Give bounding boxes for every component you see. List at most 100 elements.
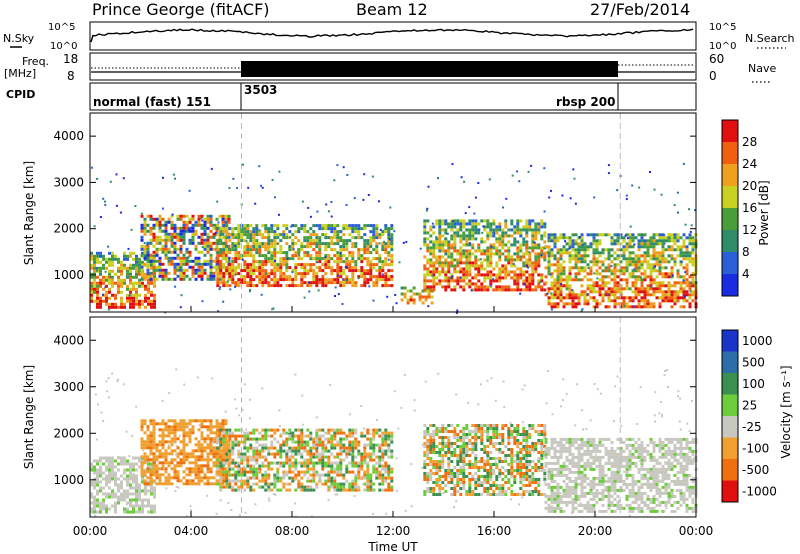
power-echo-cell xyxy=(147,281,150,285)
velocity-echo-cell xyxy=(96,477,99,481)
velocity-echo-cell xyxy=(258,467,262,471)
velocity-echo-cell xyxy=(221,443,225,447)
power-echo-cell xyxy=(96,299,99,303)
power-echo-cell xyxy=(366,269,370,273)
power-echo-cell xyxy=(501,231,505,235)
velocity-echo-cell xyxy=(197,470,201,474)
power-echo-cell xyxy=(691,263,695,267)
power-speckle xyxy=(437,177,439,180)
power-echo-cell xyxy=(456,234,460,238)
velocity-echo-cell xyxy=(381,476,385,480)
velocity-echo-cell xyxy=(176,437,180,441)
power-echo-cell xyxy=(237,281,241,285)
velocity-echo-cell xyxy=(333,479,337,483)
power-echo-cell xyxy=(489,246,493,250)
power-echo-cell xyxy=(366,245,370,249)
power-echo-cell xyxy=(378,275,382,279)
power-echo-cell xyxy=(531,264,535,268)
velocity-echo-cell xyxy=(267,428,271,432)
power-echo-cell xyxy=(200,232,204,236)
velocity-echo-cell xyxy=(191,467,195,471)
velocity-echo-cell xyxy=(351,440,355,444)
power-echo-cell xyxy=(595,302,599,306)
power-echo-cell xyxy=(673,233,677,237)
velocity-echo-cell xyxy=(255,455,259,459)
power-echo-cell xyxy=(258,245,262,249)
power-echo-cell xyxy=(574,305,578,309)
power-echo-cell xyxy=(237,266,241,270)
power-echo-cell xyxy=(300,278,304,282)
power-echo-cell xyxy=(366,242,370,246)
power-echo-cell xyxy=(255,227,259,231)
velocity-echo-cell xyxy=(282,449,286,453)
power-echo-cell xyxy=(438,273,442,277)
velocity-echo-cell xyxy=(294,488,298,492)
power-echo-cell xyxy=(108,269,111,273)
velocity-echo-cell xyxy=(152,437,156,441)
power-echo-cell xyxy=(390,245,394,249)
power-echo-cell xyxy=(375,269,379,273)
velocity-echo-cell xyxy=(129,462,132,466)
power-echo-cell xyxy=(640,245,644,249)
power-echo-cell xyxy=(194,247,198,251)
power-echo-cell xyxy=(501,285,505,289)
velocity-echo-cell xyxy=(206,443,210,447)
power-echo-cell xyxy=(438,258,442,262)
power-echo-cell xyxy=(216,239,220,243)
power-echo-cell xyxy=(237,239,241,243)
power-echo-cell xyxy=(559,263,563,267)
velocity-echo-cell xyxy=(147,465,150,469)
power-echo-cell xyxy=(206,214,210,218)
power-echo-cell xyxy=(194,223,198,227)
velocity-echo-cell xyxy=(176,479,180,483)
power-echo-cell xyxy=(423,237,427,241)
power-echo-cell xyxy=(429,252,433,256)
velocity-echo-cell xyxy=(285,470,289,474)
power-echo-cell xyxy=(231,275,235,279)
power-echo-cell xyxy=(513,279,517,283)
power-echo-cell xyxy=(432,270,436,274)
velocity-echo-cell xyxy=(203,473,207,477)
velocity-echo-cell xyxy=(221,455,225,459)
power-echo-cell xyxy=(288,257,292,261)
power-echo-cell xyxy=(438,279,442,283)
power-echo-cell xyxy=(574,260,578,264)
velocity-echo-cell xyxy=(441,436,445,439)
power-echo-cell xyxy=(90,266,93,270)
velocity-echo-cell xyxy=(203,482,207,486)
power-echo-cell xyxy=(117,287,120,291)
velocity-echo-cell xyxy=(312,443,316,447)
power-speckle xyxy=(258,229,261,232)
power-echo-cell xyxy=(152,250,156,254)
power-echo-cell xyxy=(363,272,367,276)
power-echo-cell xyxy=(273,272,277,276)
power-echo-cell xyxy=(117,257,120,261)
power-echo-cell xyxy=(300,272,304,276)
power-speckle xyxy=(260,293,263,296)
power-echo-cell xyxy=(525,282,529,286)
velocity-echo-cell xyxy=(194,482,198,486)
velocity-echo-cell xyxy=(117,468,120,472)
velocity-echo-cell xyxy=(255,470,259,474)
power-echo-cell xyxy=(550,254,554,258)
power-echo-cell xyxy=(123,251,126,255)
power-echo-cell xyxy=(255,275,259,279)
power-echo-cell xyxy=(140,226,144,230)
velocity-echo-cell xyxy=(129,510,132,514)
velocity-echo-cell xyxy=(197,473,201,477)
velocity-echo-cell xyxy=(249,467,253,471)
velocity-echo-cell xyxy=(315,437,319,441)
power-echo-cell xyxy=(234,227,238,231)
power-echo-cell xyxy=(387,284,391,288)
power-echo-cell xyxy=(658,263,662,267)
power-echo-cell xyxy=(688,236,692,240)
velocity-echo-cell xyxy=(279,455,283,459)
power-echo-cell xyxy=(423,273,427,277)
velocity-echo-cell xyxy=(303,473,307,477)
power-echo-cell xyxy=(583,290,587,294)
velocity-echo-cell xyxy=(426,448,430,451)
power-echo-cell xyxy=(270,230,274,234)
power-speckle xyxy=(564,240,567,243)
velocity-echo-cell xyxy=(206,482,210,486)
power-echo-cell xyxy=(465,234,469,238)
